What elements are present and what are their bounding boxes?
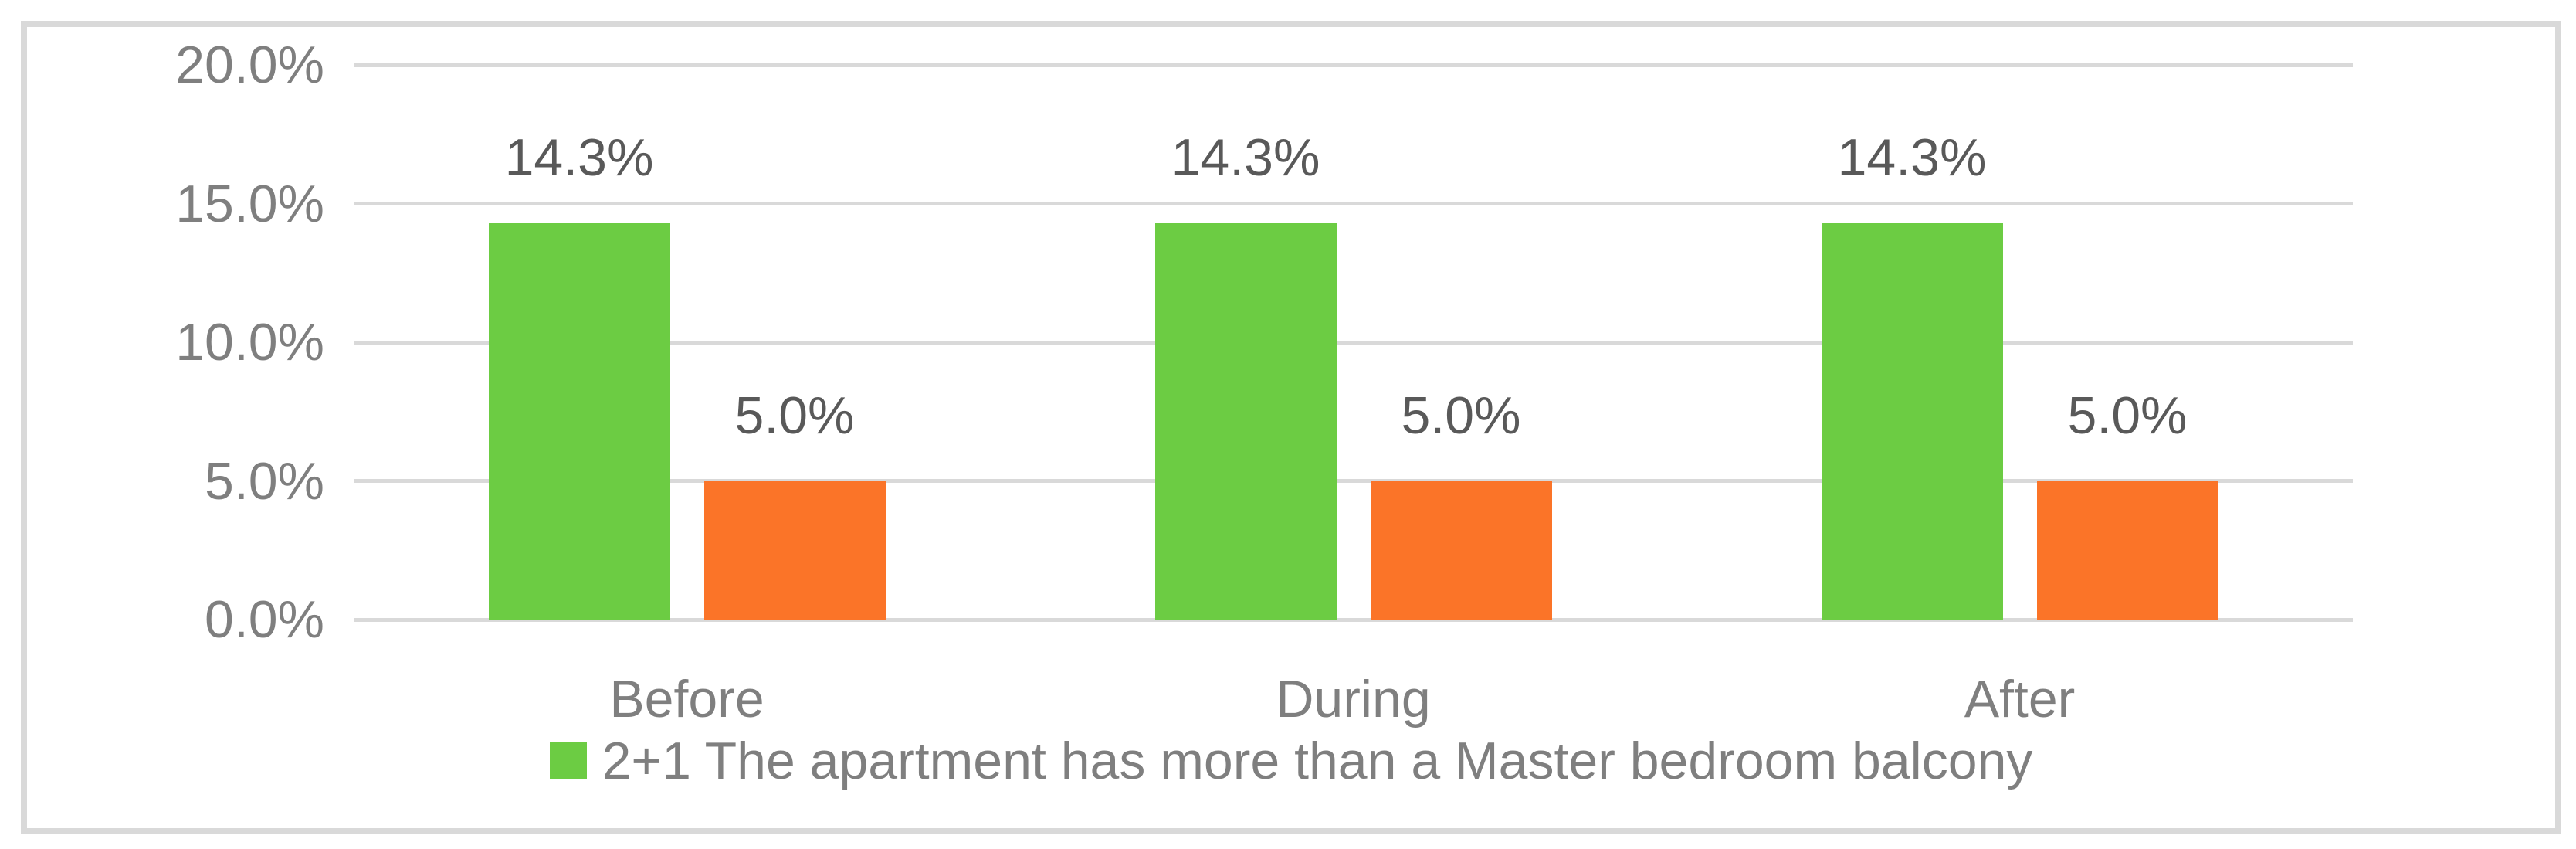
green-bar-during [1154, 222, 1337, 620]
y-axis-tick-label: 20.0% [175, 36, 324, 94]
gridline [354, 617, 2353, 622]
x-axis-category-label-after: After [1964, 670, 2076, 728]
orange-bar-before [703, 481, 886, 620]
gridline [354, 340, 2353, 345]
data-label: 14.3% [1171, 127, 1320, 187]
plot-area: 14.3% 5.0% 14.3% 5.0% 14.3% 5.0% [354, 63, 2353, 622]
chart-legend: 2+1 The apartment has more than a Master… [21, 730, 2561, 792]
orange-bar-during [1370, 481, 1552, 620]
orange-bar-after [2036, 481, 2218, 620]
data-label: 14.3% [504, 127, 654, 187]
data-label: 5.0% [2067, 385, 2188, 445]
gridline [354, 63, 2353, 67]
y-axis-tick-label: 15.0% [175, 174, 324, 233]
y-axis-tick-label: 5.0% [205, 451, 324, 511]
data-label: 5.0% [1401, 385, 1521, 445]
data-label: 14.3% [1837, 127, 1987, 187]
chart-area-border [21, 21, 2561, 834]
y-axis-tick-label: 0.0% [205, 590, 324, 649]
legend-swatch-green-series [549, 742, 587, 779]
legend-series-label: 2+1 The apartment has more than a Master… [602, 732, 2033, 790]
gridline [354, 479, 2353, 483]
y-axis-tick-label: 10.0% [175, 313, 324, 372]
green-bar-after [1821, 222, 2003, 620]
x-axis-category-label-before: Before [609, 670, 764, 728]
green-bar-before [488, 222, 670, 620]
data-label: 5.0% [734, 385, 855, 445]
x-axis-category-label-during: During [1276, 670, 1431, 728]
gridline [354, 202, 2353, 205]
